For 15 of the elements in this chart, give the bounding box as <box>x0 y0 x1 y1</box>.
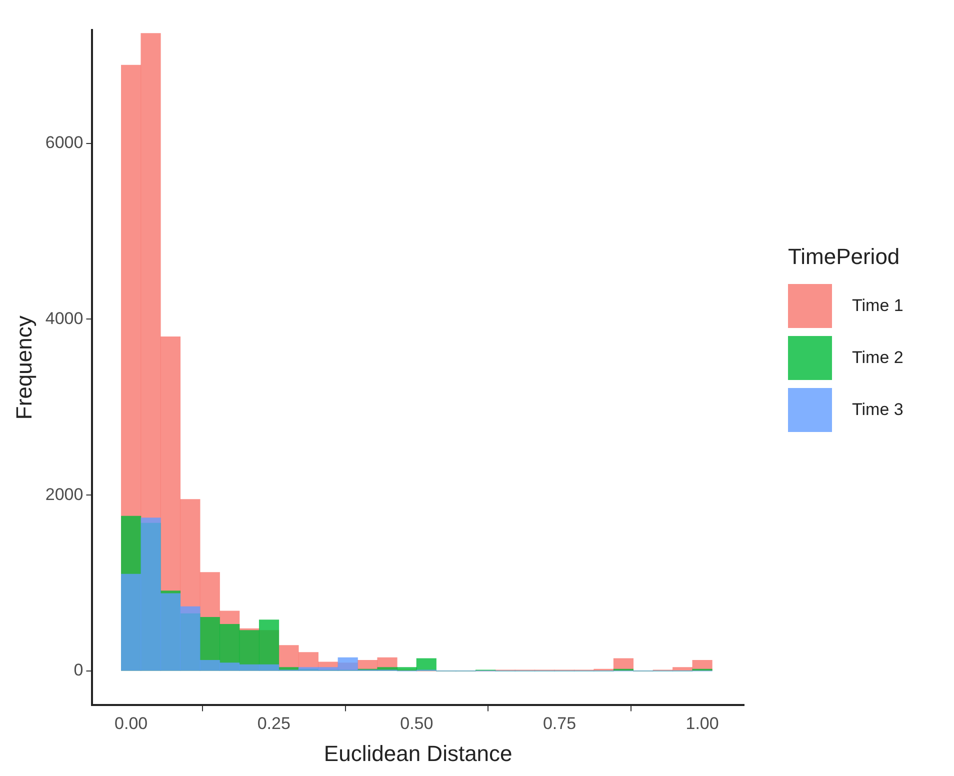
x-tick-label: 1.00 <box>686 714 719 734</box>
x-tick-label: 0.25 <box>257 714 290 734</box>
x-tick-label: 0.50 <box>400 714 434 734</box>
y-tick-label: 6000 <box>45 133 84 152</box>
text: Time 3 <box>852 400 904 420</box>
text: Time 1 <box>852 296 904 316</box>
y-tick-label: 0 <box>74 660 84 680</box>
x-tick-label: 0.75 <box>542 714 576 734</box>
y-tick-label: 2000 <box>45 484 84 504</box>
legend-title: TimePeriod <box>788 244 901 270</box>
x-axis-title: Euclidean Distance <box>324 740 512 766</box>
text: Time 2 <box>852 348 904 368</box>
x-tick-label: 0.00 <box>114 714 148 734</box>
y-tick-label: 4000 <box>45 308 84 328</box>
y-axis-title: Frequency <box>11 316 36 420</box>
